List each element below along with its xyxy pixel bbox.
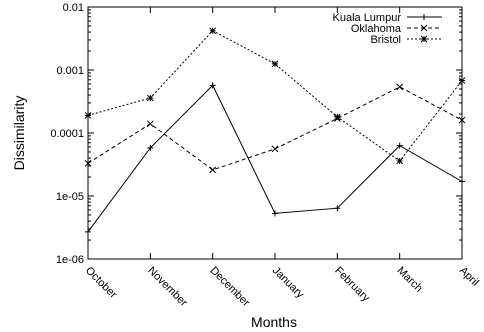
data-point <box>333 113 341 121</box>
data-point <box>84 159 92 167</box>
x-tick-label: March <box>395 265 425 295</box>
x-axis-title: Months <box>251 314 297 330</box>
data-point <box>271 60 279 68</box>
data-point <box>421 14 427 20</box>
legend-label: Bristol <box>370 34 401 46</box>
plot-frame <box>87 6 463 260</box>
data-point <box>458 116 466 124</box>
data-point <box>396 142 403 149</box>
data-point <box>420 35 428 43</box>
y-tick-label: 1e-06 <box>56 254 84 266</box>
y-tick-label: 1e-05 <box>56 191 84 203</box>
data-point <box>271 145 279 153</box>
series-2 <box>84 27 466 165</box>
data-point <box>396 157 404 165</box>
x-tick-label: April <box>457 265 481 289</box>
series-line <box>87 30 463 162</box>
x-tick-label: November <box>145 265 190 310</box>
y-axis-title: Dissimilarity <box>11 96 27 171</box>
data-point <box>458 77 466 84</box>
series-0 <box>85 82 465 235</box>
x-tick-label: February <box>332 265 372 305</box>
x-tick-label: December <box>208 265 253 310</box>
y-tick-label: 0.01 <box>63 2 84 14</box>
data-point <box>146 120 154 128</box>
data-point <box>420 24 428 32</box>
y-tick-label: 0.0001 <box>50 128 84 140</box>
data-point <box>147 144 154 151</box>
data-point <box>84 112 92 119</box>
data-point <box>146 94 154 102</box>
legend-label: Kuala Lumpur <box>333 12 402 24</box>
data-point <box>459 178 465 185</box>
series-line <box>87 86 463 171</box>
x-tick-label: October <box>83 265 119 301</box>
data-point <box>396 83 404 91</box>
data-point <box>272 210 278 217</box>
y-tick-label: 0.001 <box>56 65 84 77</box>
data-point <box>209 166 217 174</box>
data-point <box>209 82 216 89</box>
x-tick-label: January <box>270 265 307 302</box>
data-point <box>209 27 217 35</box>
legend-label: Oklahoma <box>351 23 402 35</box>
series-line <box>87 84 463 233</box>
series-layer <box>84 27 466 235</box>
data-point <box>334 205 341 212</box>
data-point <box>85 228 91 235</box>
